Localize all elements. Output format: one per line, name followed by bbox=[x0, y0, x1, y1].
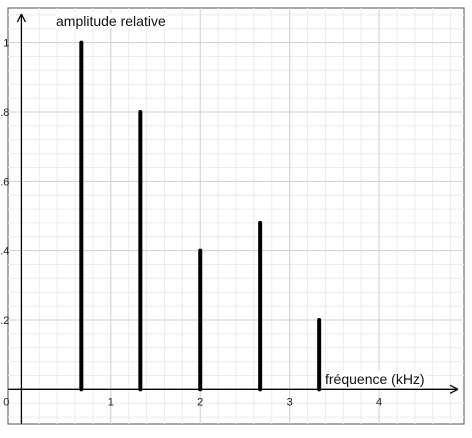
x-tick-label: 3 bbox=[287, 396, 293, 408]
xlabel-background bbox=[324, 371, 426, 387]
ylabel-background bbox=[55, 13, 167, 29]
y-tick-label: 0.4 bbox=[0, 246, 9, 258]
y-tick-label: 0.2 bbox=[0, 315, 9, 327]
x-tick-label: 4 bbox=[376, 396, 382, 408]
spectrum-bars bbox=[79, 40, 322, 392]
minor-grid bbox=[8, 8, 464, 424]
axes bbox=[8, 13, 459, 424]
x-axis-label: fréquence (kHz) bbox=[325, 371, 425, 387]
tick-labels: 0.2 0.4 0.6 0.8 1 0 1 2 3 4 bbox=[0, 38, 382, 409]
y-tick-label: 0.6 bbox=[0, 176, 9, 188]
y-axis-label: amplitude relative bbox=[56, 13, 166, 29]
x-axis-arrow-icon bbox=[449, 384, 459, 394]
y-axis-arrow-icon bbox=[16, 13, 26, 23]
x-tick-label: 0 bbox=[3, 396, 9, 408]
x-tick-label: 1 bbox=[108, 396, 114, 408]
y-tick-label: 0.8 bbox=[0, 107, 9, 119]
x-tick-label: 2 bbox=[197, 396, 203, 408]
major-grid bbox=[8, 8, 464, 424]
y-tick-label: 1 bbox=[3, 38, 9, 50]
